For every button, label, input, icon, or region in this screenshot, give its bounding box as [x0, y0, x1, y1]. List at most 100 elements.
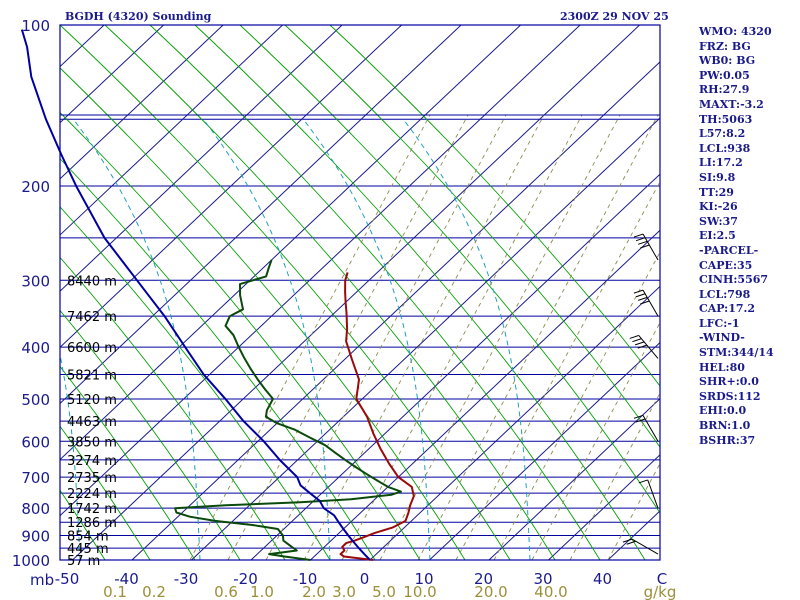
- isotherm: [429, 341, 660, 560]
- dry-adiabat: [194, 25, 646, 560]
- stat-item: HEL:80: [699, 360, 745, 374]
- height-tick-label: 57 m: [67, 554, 100, 569]
- wind-barb: [629, 334, 659, 359]
- wind-barb-feather: [635, 418, 646, 423]
- stat-item: WB0: BG: [699, 54, 756, 68]
- wind-barb: [638, 479, 659, 509]
- stat-item: SI:9.8: [699, 170, 736, 184]
- mixing-ratio-tick-label: 40.0: [534, 583, 567, 600]
- height-tick-label: 1286 m: [67, 516, 117, 531]
- dry-adiabat: [284, 25, 660, 448]
- pressure-tick-label: 100: [21, 17, 50, 35]
- pressure-tick-label: 400: [21, 339, 50, 357]
- dry-adiabat: [60, 309, 241, 560]
- wind-barb: [633, 414, 659, 442]
- height-tick-label: 2735 m: [67, 471, 117, 486]
- height-tick-label: 854 m: [67, 530, 109, 545]
- pressure-unit-label: mb: [30, 571, 54, 589]
- mixing-ratio-tick-label: 0.6: [214, 583, 238, 600]
- wind-barb-staff: [647, 479, 659, 509]
- height-tick-label: 3274 m: [67, 454, 117, 469]
- grid-lines: [0, 20, 660, 560]
- isotherm: [369, 285, 660, 560]
- temperature-tick-label: -30: [174, 570, 199, 588]
- pressure-tick-label: 300: [21, 272, 50, 290]
- temperature-tick-label: -10: [293, 570, 318, 588]
- stat-item: LCL:798: [699, 287, 751, 301]
- height-tick-label: 5120 m: [67, 393, 117, 408]
- mixing-ratio-tick-label: 10.0: [403, 583, 436, 600]
- temperature-tick-label: 40: [593, 570, 612, 588]
- isotherm: [250, 173, 660, 560]
- mixing-ratio-tick-label: 20.0: [474, 583, 507, 600]
- wind-barb-feather: [635, 237, 646, 242]
- dry-adiabat: [239, 25, 660, 514]
- stat-item: LI:17.2: [699, 156, 743, 170]
- stat-item: RH:27.9: [699, 83, 750, 97]
- dewpoint-trace: [174, 259, 402, 561]
- moist-adiabat: [403, 119, 531, 560]
- dry-adiabat: [60, 256, 286, 560]
- stat-item: L57:8.2: [699, 127, 746, 141]
- moist-adiabat: [303, 119, 431, 560]
- stat-item: EHI:0.0: [699, 404, 747, 418]
- wind-barbs: [622, 233, 659, 555]
- wind-barb: [622, 538, 659, 555]
- moist-adiabat: [73, 119, 201, 560]
- isotherm: [60, 25, 581, 517]
- mixing-ratio-tick-label: g/kg: [644, 583, 677, 600]
- dry-adiabat: [0, 20, 15, 560]
- isotherm: [60, 25, 283, 236]
- isotherm: [60, 25, 521, 461]
- height-tick-label: 7462 m: [67, 310, 117, 325]
- stats-panel: WMO: 4320 FRZ: BG WB0: BG PW:0.05 RH:27.9 MAX…: [699, 25, 774, 448]
- wind-barb-feather: [629, 334, 639, 339]
- dry-adiabat: [60, 206, 331, 560]
- height-tick-label: 4463 m: [67, 415, 117, 430]
- dry-adiabat: [60, 67, 466, 560]
- pressure-tick-label: 500: [21, 391, 50, 409]
- temperature-tick-label: C: [657, 570, 667, 588]
- dry-adiabat: [60, 25, 511, 560]
- temperature-tick-label: 20: [474, 570, 493, 588]
- dry-adiabat: [60, 425, 151, 560]
- temperature-tick-label: -50: [55, 570, 80, 588]
- stat-item: CAP:17.2: [699, 302, 756, 316]
- isotherm: [548, 454, 660, 560]
- wind-barb-feather: [626, 540, 636, 545]
- isotherm: [60, 25, 402, 348]
- stat-item: LFC:-1: [699, 316, 740, 330]
- wind-barb-staff: [642, 233, 659, 261]
- stat-item: -WIND-: [699, 331, 745, 345]
- height-tick-label: 1742 m: [67, 502, 117, 517]
- stat-item: SW:37: [699, 214, 738, 228]
- wind-barb-feather: [633, 233, 644, 238]
- wind-barb-staff: [638, 335, 659, 359]
- mixing-ratio-tick-label: 3.0: [332, 583, 356, 600]
- pressure-tick-label: 900: [21, 528, 50, 546]
- isotherm: [131, 61, 660, 560]
- temperature-tick-label: -20: [233, 570, 258, 588]
- mixing-ratio-tick-label: 0.1: [103, 583, 127, 600]
- parcel-trace: [20, 29, 371, 561]
- wind-barb-staff: [642, 415, 659, 442]
- temperature-tick-label: 10: [414, 570, 433, 588]
- height-tick-label: 6600 m: [67, 341, 117, 356]
- pressure-tick-label: 700: [21, 469, 50, 487]
- mixing-ratio-tick-label: 5.0: [372, 583, 396, 600]
- isotherm: [60, 25, 462, 405]
- stat-item: STM:344/14: [699, 346, 774, 360]
- stat-item: CAPE:35: [699, 258, 753, 272]
- stat-item: -PARCEL-: [699, 243, 759, 257]
- temperature-tick-label: -40: [114, 570, 139, 588]
- wind-barb-feather: [635, 293, 646, 298]
- plot-frame: [59, 24, 661, 561]
- stat-item: TH:5063: [699, 112, 753, 126]
- temperature-trace: [339, 272, 415, 561]
- height-tick-label: 2224 m: [67, 487, 117, 502]
- wind-barb-feather: [638, 240, 648, 245]
- isotherm: [60, 25, 164, 124]
- wind-barb: [633, 289, 659, 317]
